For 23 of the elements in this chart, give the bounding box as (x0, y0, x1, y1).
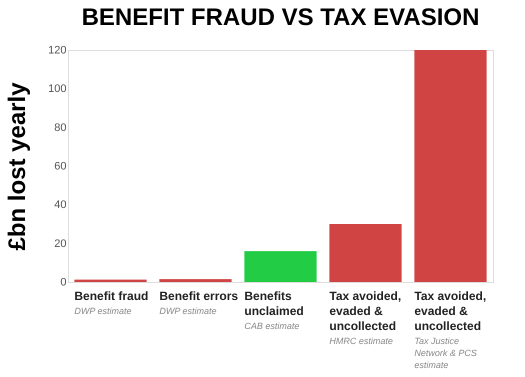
x-tick-label: Benefits unclaimed (244, 289, 304, 318)
y-axis-title: £bn lost yearly (4, 82, 32, 251)
bar (159, 279, 232, 282)
bar (414, 50, 487, 282)
y-tick-label: 20 (54, 238, 66, 250)
y-tick-label: 100 (48, 83, 66, 96)
text: DWP estimate (74, 306, 132, 316)
text: HMRC estimate (329, 336, 393, 346)
y-tick-label: 40 (54, 199, 66, 212)
x-tick-label: Benefit fraud (74, 289, 148, 303)
x-tick-label: Benefit errors (159, 289, 238, 303)
text: Tax Justice Network & PCS estimate (414, 336, 477, 370)
bar (329, 224, 402, 282)
text: CAB estimate (244, 321, 300, 331)
text: DWP estimate (159, 306, 217, 316)
y-tick-label: 60 (54, 160, 66, 172)
x-tick-label: Tax avoided, evaded & uncollected (329, 289, 402, 333)
bar (244, 251, 317, 282)
y-tick-label: 80 (54, 122, 66, 134)
y-tick-label: 0 (60, 276, 66, 288)
chart-title: BENEFIT FRAUD VS TAX EVASION (82, 4, 480, 31)
x-tick-label: Tax avoided, evaded & uncollected (414, 289, 486, 333)
y-tick-label: 120 (48, 44, 66, 56)
